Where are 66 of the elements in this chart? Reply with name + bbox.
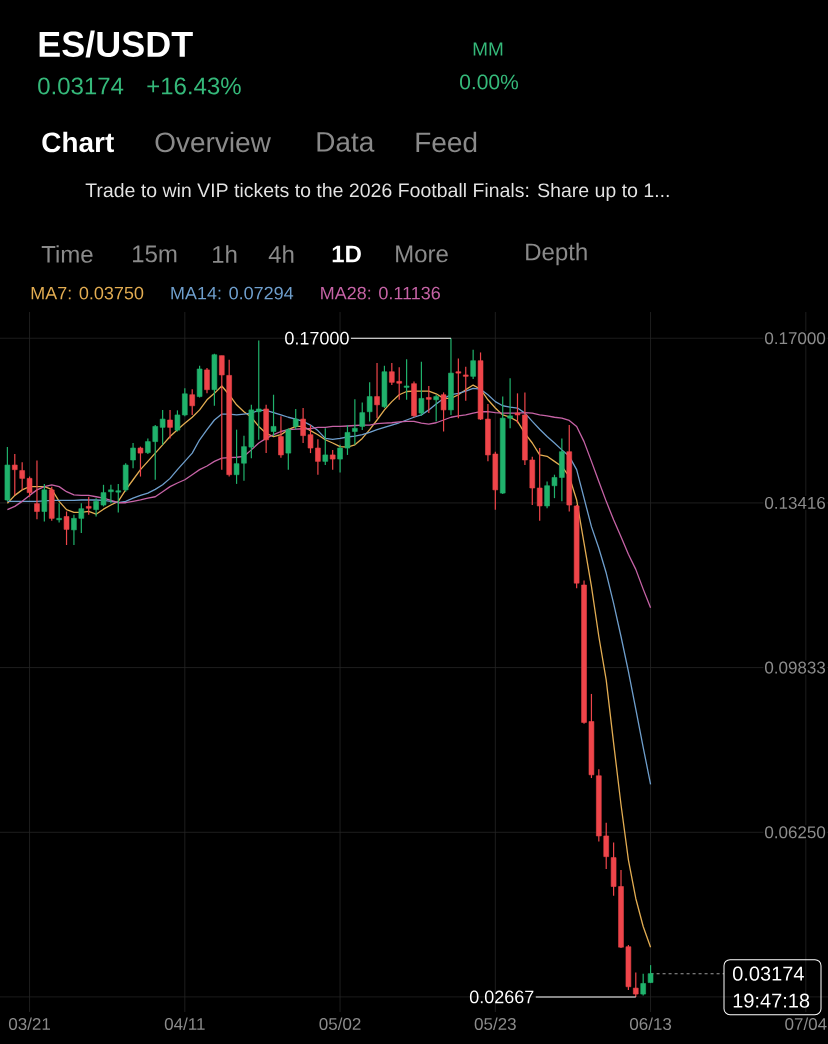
x-tick-label: 05/02: [319, 1017, 361, 1031]
text: Chart: [42, 131, 114, 153]
text: Time: [41, 245, 93, 263]
y-tick-label: 0.06250: [765, 826, 826, 839]
candlestick: [455, 357, 462, 419]
text: MM: [473, 42, 503, 56]
candlestick: [433, 394, 439, 422]
text: 4h: [268, 245, 294, 263]
annotation: 19:47:18: [733, 993, 810, 1008]
text: Data: [317, 132, 375, 152]
text: Trade to win VIP tickets to the 2026 Football Finals: Share up to 1...: [85, 182, 669, 202]
candlestick: [278, 415, 284, 459]
candlestick: [34, 459, 40, 520]
candlestick: [418, 361, 425, 417]
text: 1D: [332, 245, 361, 263]
text: 1h: [213, 245, 237, 263]
candlestick: [256, 339, 262, 441]
x-tick-label: 07/04: [785, 1017, 827, 1031]
candlestick: [56, 502, 62, 524]
candlestick: [322, 427, 329, 466]
text: Depth: [526, 242, 587, 266]
text: +16.43%: [147, 77, 241, 95]
annotation: 0.17000: [285, 331, 349, 345]
text: MA7: 0.03750: [31, 286, 144, 300]
text: MA28: 0.11136: [321, 286, 440, 300]
text: 0.00%: [460, 74, 519, 90]
candlestick: [292, 408, 299, 430]
candlestick: [440, 391, 447, 433]
candlestick: [470, 349, 476, 380]
candlestick: [352, 398, 358, 446]
candlestick: [403, 358, 410, 401]
candlestick: [130, 442, 136, 469]
candlestick: [536, 447, 543, 522]
y-tick-label: 0.17000: [765, 332, 826, 345]
annotation: 0.02667: [469, 990, 534, 1004]
chart-title: ES/USDT: [39, 30, 193, 58]
x-tick-label: 05/23: [474, 1017, 516, 1031]
text: More: [396, 245, 448, 263]
candlestick: [167, 409, 173, 439]
text: Overview: [155, 131, 271, 153]
annotation: 0.03174: [732, 966, 804, 981]
candlestick: [137, 446, 144, 478]
x-tick-label: 04/11: [164, 1017, 205, 1031]
x-tick-label: 06/13: [629, 1017, 672, 1031]
candlestick: [633, 971, 639, 998]
candlestick: [204, 367, 210, 394]
candlestick: [329, 449, 336, 471]
text: 15m: [133, 245, 177, 263]
candlestick: [463, 366, 469, 402]
candlestick: [270, 394, 277, 437]
candlestick: [159, 409, 166, 446]
candlestick: [359, 401, 365, 431]
text: 0.03174: [38, 77, 124, 95]
y-tick-label: 0.13416: [765, 496, 826, 509]
candlestick: [189, 388, 195, 416]
candlestick: [374, 362, 380, 419]
x-tick-label: 03/21: [8, 1017, 51, 1031]
candlestick: [41, 483, 48, 523]
candlestick: [63, 510, 70, 546]
candlestick: [426, 385, 432, 414]
y-tick-label: 0.09833: [765, 661, 826, 674]
candlestick: [285, 427, 292, 471]
text: MA14: 0.07294: [171, 286, 294, 300]
text: Feed: [416, 131, 477, 153]
candlestick: [12, 453, 18, 496]
candlestick: [366, 381, 373, 422]
